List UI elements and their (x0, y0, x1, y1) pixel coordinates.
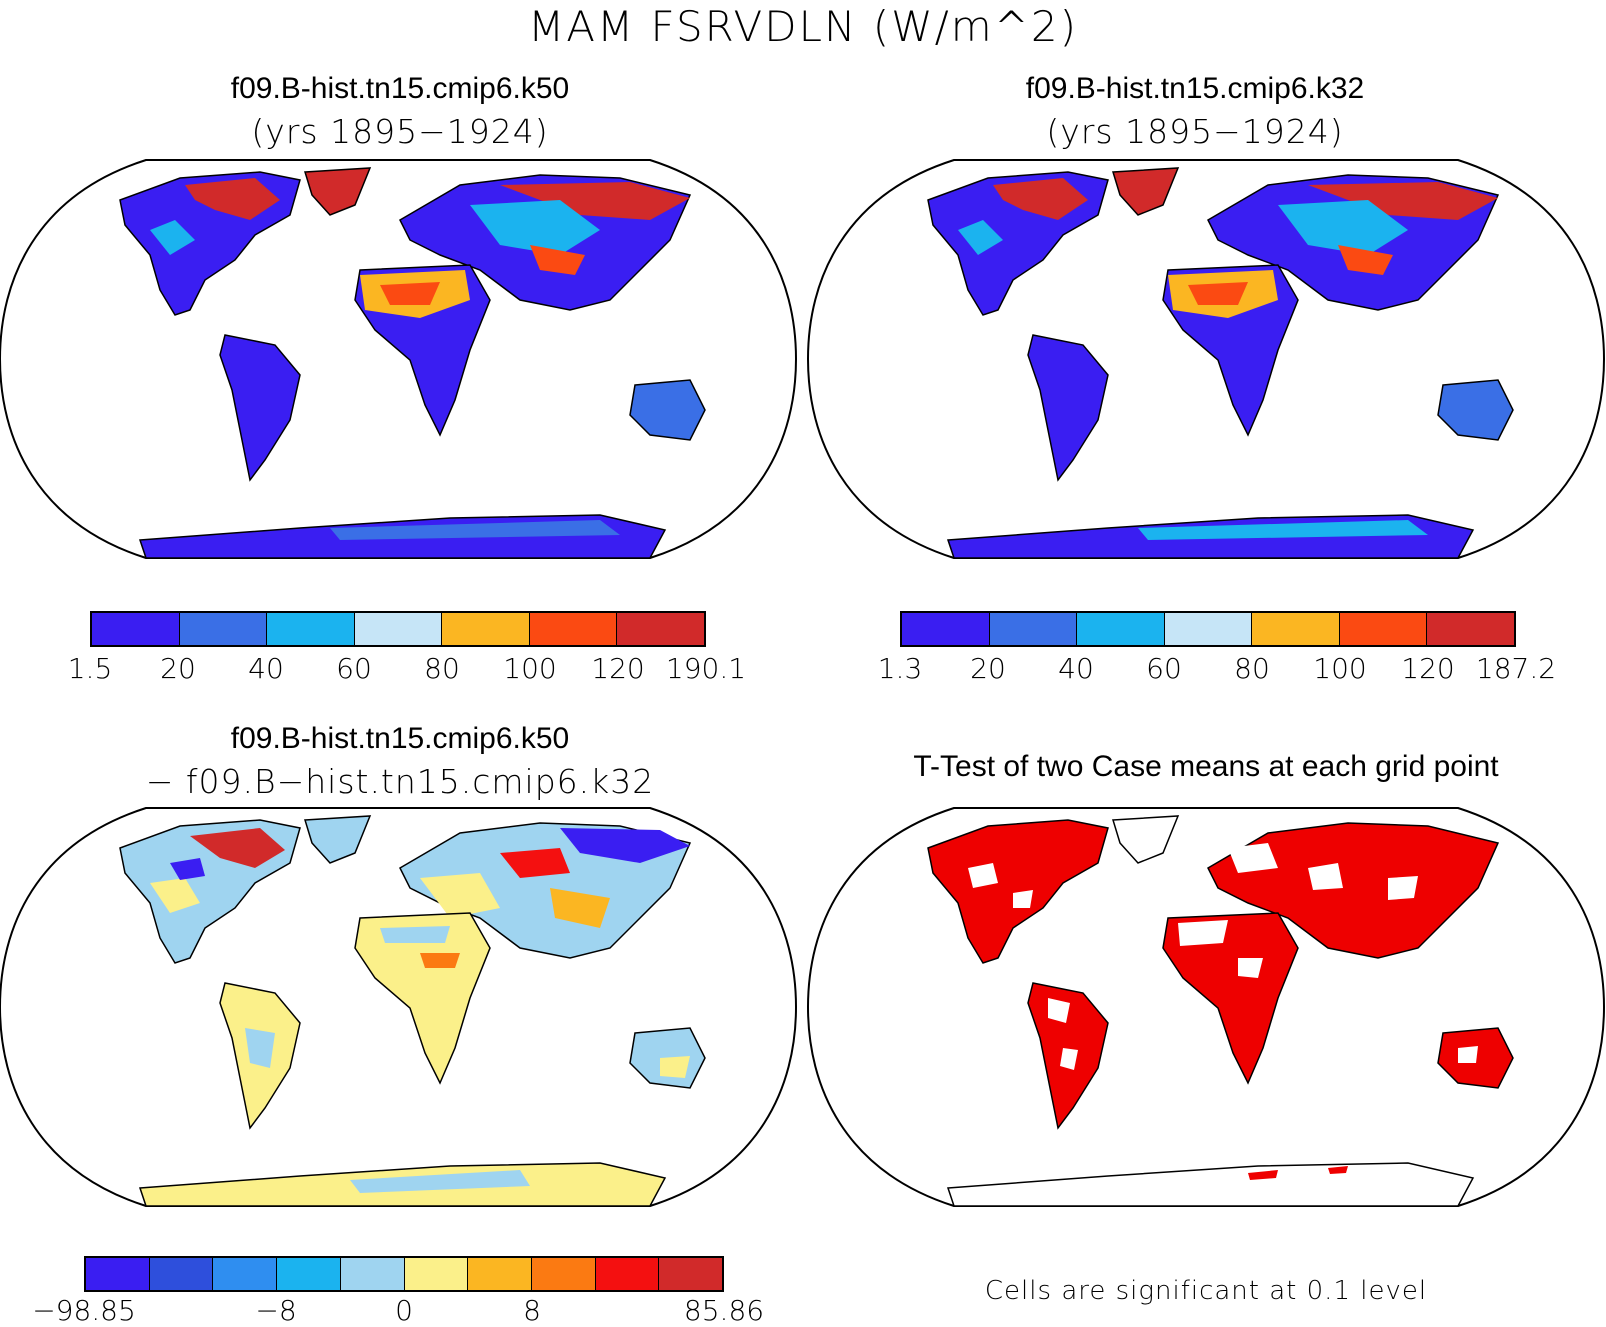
case2-colorbar-label: 187.2 (1475, 652, 1557, 685)
case1-colorbar-swatch (179, 613, 268, 645)
diff-colorbar-swatch (340, 1258, 405, 1290)
case1-map (0, 159, 798, 559)
case2-colorbar-label: 1.3 (877, 652, 923, 685)
ttest-note: Cells are significant at 0.1 level (984, 1276, 1428, 1306)
antarctica (946, 1162, 1475, 1207)
australia (629, 379, 706, 441)
case2-colorbar-swatch (989, 613, 1078, 645)
diff-map (0, 807, 798, 1207)
case2-colorbar (900, 611, 1516, 647)
case2-colorbar-label: 60 (1146, 652, 1182, 685)
diff-colorbar-label: 85.86 (683, 1294, 765, 1327)
greenland (304, 167, 372, 216)
diff-colorbar-swatch (277, 1258, 341, 1290)
case2-colorbar-label: 100 (1313, 652, 1367, 685)
case1-colorbar-label: 20 (160, 652, 196, 685)
case1-colorbar-label: 60 (336, 652, 372, 685)
case1-colorbar-swatch (617, 613, 705, 645)
diff-colorbar-swatch (531, 1258, 596, 1290)
diff-colorbar (84, 1256, 724, 1292)
australia (1437, 379, 1514, 441)
north-america (927, 819, 1109, 964)
case1-colorbar-label: 100 (503, 652, 557, 685)
case1-colorbar-label: 40 (248, 652, 284, 685)
case2-map (806, 159, 1606, 559)
case2-colorbar-swatch (1252, 613, 1340, 645)
case1-colorbar (90, 611, 706, 647)
africa (1162, 912, 1299, 1085)
case1-colorbar-swatch (92, 613, 180, 645)
diff-colorbar-label: −98.85 (32, 1294, 136, 1327)
diff-title: f09.B-hist.tn15.cmip6.k50 (230, 722, 570, 755)
figure-title: MAM FSRVDLN (W/m^2) (527, 2, 1079, 51)
case1-colorbar-swatch (267, 613, 355, 645)
ttest-title: T-Test of two Case means at each grid po… (913, 750, 1499, 783)
south-america (219, 334, 301, 482)
case2-colorbar-label: 40 (1058, 652, 1094, 685)
case2-colorbar-swatch (902, 613, 990, 645)
greenland (1112, 167, 1180, 216)
diff-colorbar-label: −8 (255, 1294, 297, 1327)
case1-subtitle: (yrs 1895−1924) (251, 112, 549, 151)
case2-colorbar-swatch (1339, 613, 1428, 645)
diff-colorbar-swatch (213, 1258, 278, 1290)
case1-colorbar-swatch (529, 613, 618, 645)
diff-colorbar-label: 0 (395, 1294, 413, 1327)
diff-colorbar-swatch (595, 1258, 660, 1290)
case2-colorbar-swatch (1427, 613, 1515, 645)
case1-colorbar-swatch (354, 613, 443, 645)
case2-subtitle: (yrs 1895−1924) (1046, 112, 1344, 151)
diff-colorbar-swatch (659, 1258, 723, 1290)
diff-subtitle: − f09.B−hist.tn15.cmip6.k32 (145, 762, 655, 801)
case1-title: f09.B-hist.tn15.cmip6.k50 (230, 72, 570, 105)
greenland (304, 815, 372, 864)
case2-colorbar-label: 80 (1234, 652, 1270, 685)
diff-colorbar-label: 8 (523, 1294, 541, 1327)
diff-colorbar-swatch (86, 1258, 150, 1290)
case2-colorbar-swatch (1164, 613, 1253, 645)
case1-colorbar-label: 80 (424, 652, 460, 685)
south-america (1027, 334, 1109, 482)
case2-colorbar-label: 20 (970, 652, 1006, 685)
diff-colorbar-swatch (149, 1258, 214, 1290)
case1-colorbar-label: 1.5 (67, 652, 113, 685)
case2-colorbar-swatch (1077, 613, 1165, 645)
case1-colorbar-swatch (442, 613, 530, 645)
case1-colorbar-label: 120 (591, 652, 645, 685)
greenland (1112, 815, 1180, 864)
case2-title: f09.B-hist.tn15.cmip6.k32 (1025, 72, 1365, 105)
diff-colorbar-swatch (468, 1258, 532, 1290)
case1-colorbar-label: 190.1 (665, 652, 747, 685)
ttest-map (806, 807, 1606, 1207)
eurasia (1207, 822, 1500, 959)
case2-colorbar-label: 120 (1401, 652, 1455, 685)
diff-colorbar-swatch (404, 1258, 469, 1290)
